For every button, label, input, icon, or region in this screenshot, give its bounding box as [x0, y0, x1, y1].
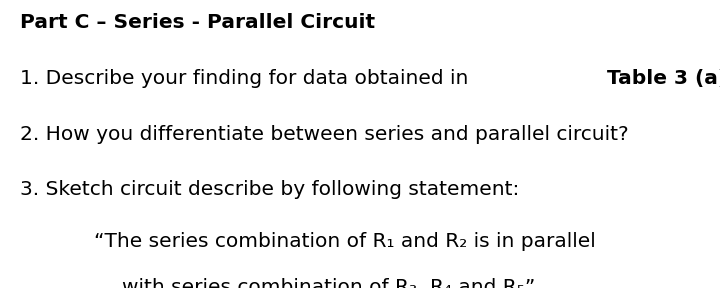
Text: Part C – Series - Parallel Circuit: Part C – Series - Parallel Circuit	[20, 13, 375, 32]
Text: 3. Sketch circuit describe by following statement:: 3. Sketch circuit describe by following …	[20, 180, 520, 199]
Text: 2. How you differentiate between series and parallel circuit?: 2. How you differentiate between series …	[20, 125, 629, 144]
Text: with series combination of R₃, R₄ and R₅”: with series combination of R₃, R₄ and R₅…	[122, 278, 536, 288]
Text: “The series combination of R₁ and R₂ is in parallel: “The series combination of R₁ and R₂ is …	[94, 232, 595, 251]
Text: 1. Describe your finding for data obtained in: 1. Describe your finding for data obtain…	[20, 69, 475, 88]
Text: Table 3 (a): Table 3 (a)	[607, 69, 720, 88]
